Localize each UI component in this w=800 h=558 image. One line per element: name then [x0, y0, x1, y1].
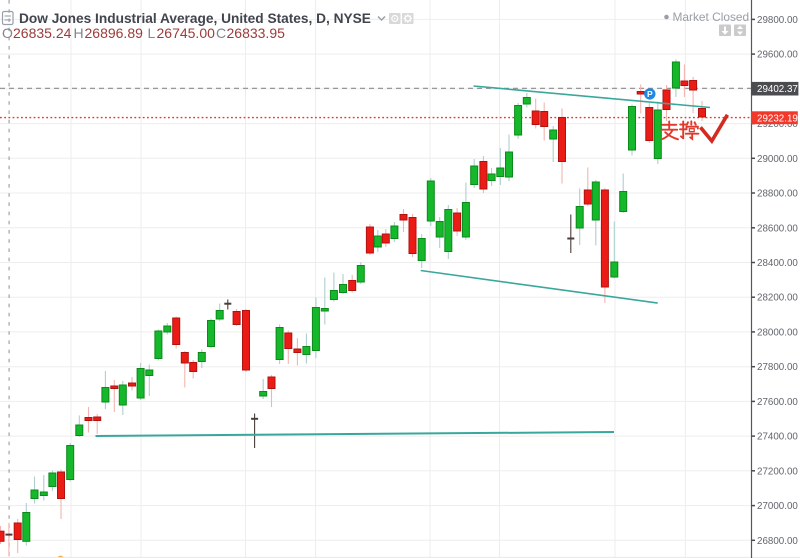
svg-text:26800.00: 26800.00 — [757, 536, 798, 547]
svg-text:29232.19: 29232.19 — [757, 114, 798, 125]
svg-text:P: P — [647, 89, 653, 99]
svg-text:28200.00: 28200.00 — [757, 293, 798, 304]
svg-text:27600.00: 27600.00 — [757, 397, 798, 408]
svg-text:27000.00: 27000.00 — [757, 501, 798, 512]
svg-text:28600.00: 28600.00 — [757, 223, 798, 234]
svg-text:28800.00: 28800.00 — [757, 189, 798, 200]
svg-text:29200.00: 29200.00 — [757, 119, 798, 130]
svg-text:29000.00: 29000.00 — [757, 154, 798, 165]
svg-text:29800.00: 29800.00 — [757, 15, 798, 26]
svg-text:27200.00: 27200.00 — [757, 466, 798, 477]
svg-text:28400.00: 28400.00 — [757, 258, 798, 269]
svg-text:Market Closed: Market Closed — [673, 10, 750, 24]
svg-text:29402.37: 29402.37 — [757, 84, 798, 95]
svg-text:28000.00: 28000.00 — [757, 327, 798, 338]
svg-text:29600.00: 29600.00 — [757, 50, 798, 61]
svg-text:Dow Jones Industrial Average,: Dow Jones Industrial Average, United Sta… — [19, 11, 371, 26]
svg-text:27800.00: 27800.00 — [757, 362, 798, 373]
svg-text:27400.00: 27400.00 — [757, 432, 798, 443]
